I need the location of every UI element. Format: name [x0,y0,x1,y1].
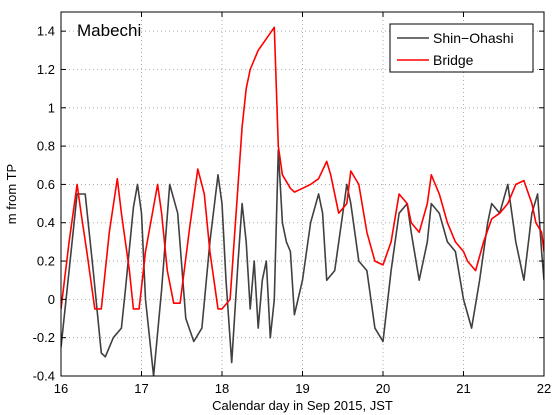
x-tick-label: 22 [537,381,551,396]
tick-labels: 16 17 18 19 20 21 22 -0.4 -0.2 0 0.2 0.4 0.6 0.8 1 1.2 1… [33,24,552,396]
x-tick-label: 16 [54,381,68,396]
x-tick-label: 21 [456,381,470,396]
series-line-bridge [61,26,544,310]
x-tick-label: 19 [295,381,309,396]
ticks [60,12,545,377]
y-tick-label: 0.4 [37,215,55,230]
legend-box [389,23,534,73]
y-axis-label: m from TP [4,164,19,224]
y-tick-label: 0.2 [37,254,55,269]
y-tick-label: 1.2 [37,62,55,77]
x-axis-label: Calendar day in Sep 2015, JST [212,398,393,413]
y-tick-label: 0.8 [37,139,55,154]
y-tick-label: 0.6 [37,177,55,192]
x-tick-label: 20 [376,381,390,396]
x-tick-label: 17 [134,381,148,396]
series-line-shin-ohashi [61,149,544,376]
y-tick-label: -0.4 [33,369,55,384]
legend-label-bridge: Bridge [433,52,474,68]
y-tick-label: -0.2 [33,330,55,345]
legend: Shin−Ohashi Bridge [389,23,534,73]
grid [61,12,544,376]
series-group [61,26,544,376]
legend-label-shin-ohashi: Shin−Ohashi [433,30,514,46]
y-tick-label: 1.4 [37,24,55,39]
station-annotation: Mabechi [77,21,141,40]
y-tick-label: 1 [48,100,55,115]
x-tick-label: 18 [215,381,229,396]
y-tick-label: 0 [48,292,55,307]
